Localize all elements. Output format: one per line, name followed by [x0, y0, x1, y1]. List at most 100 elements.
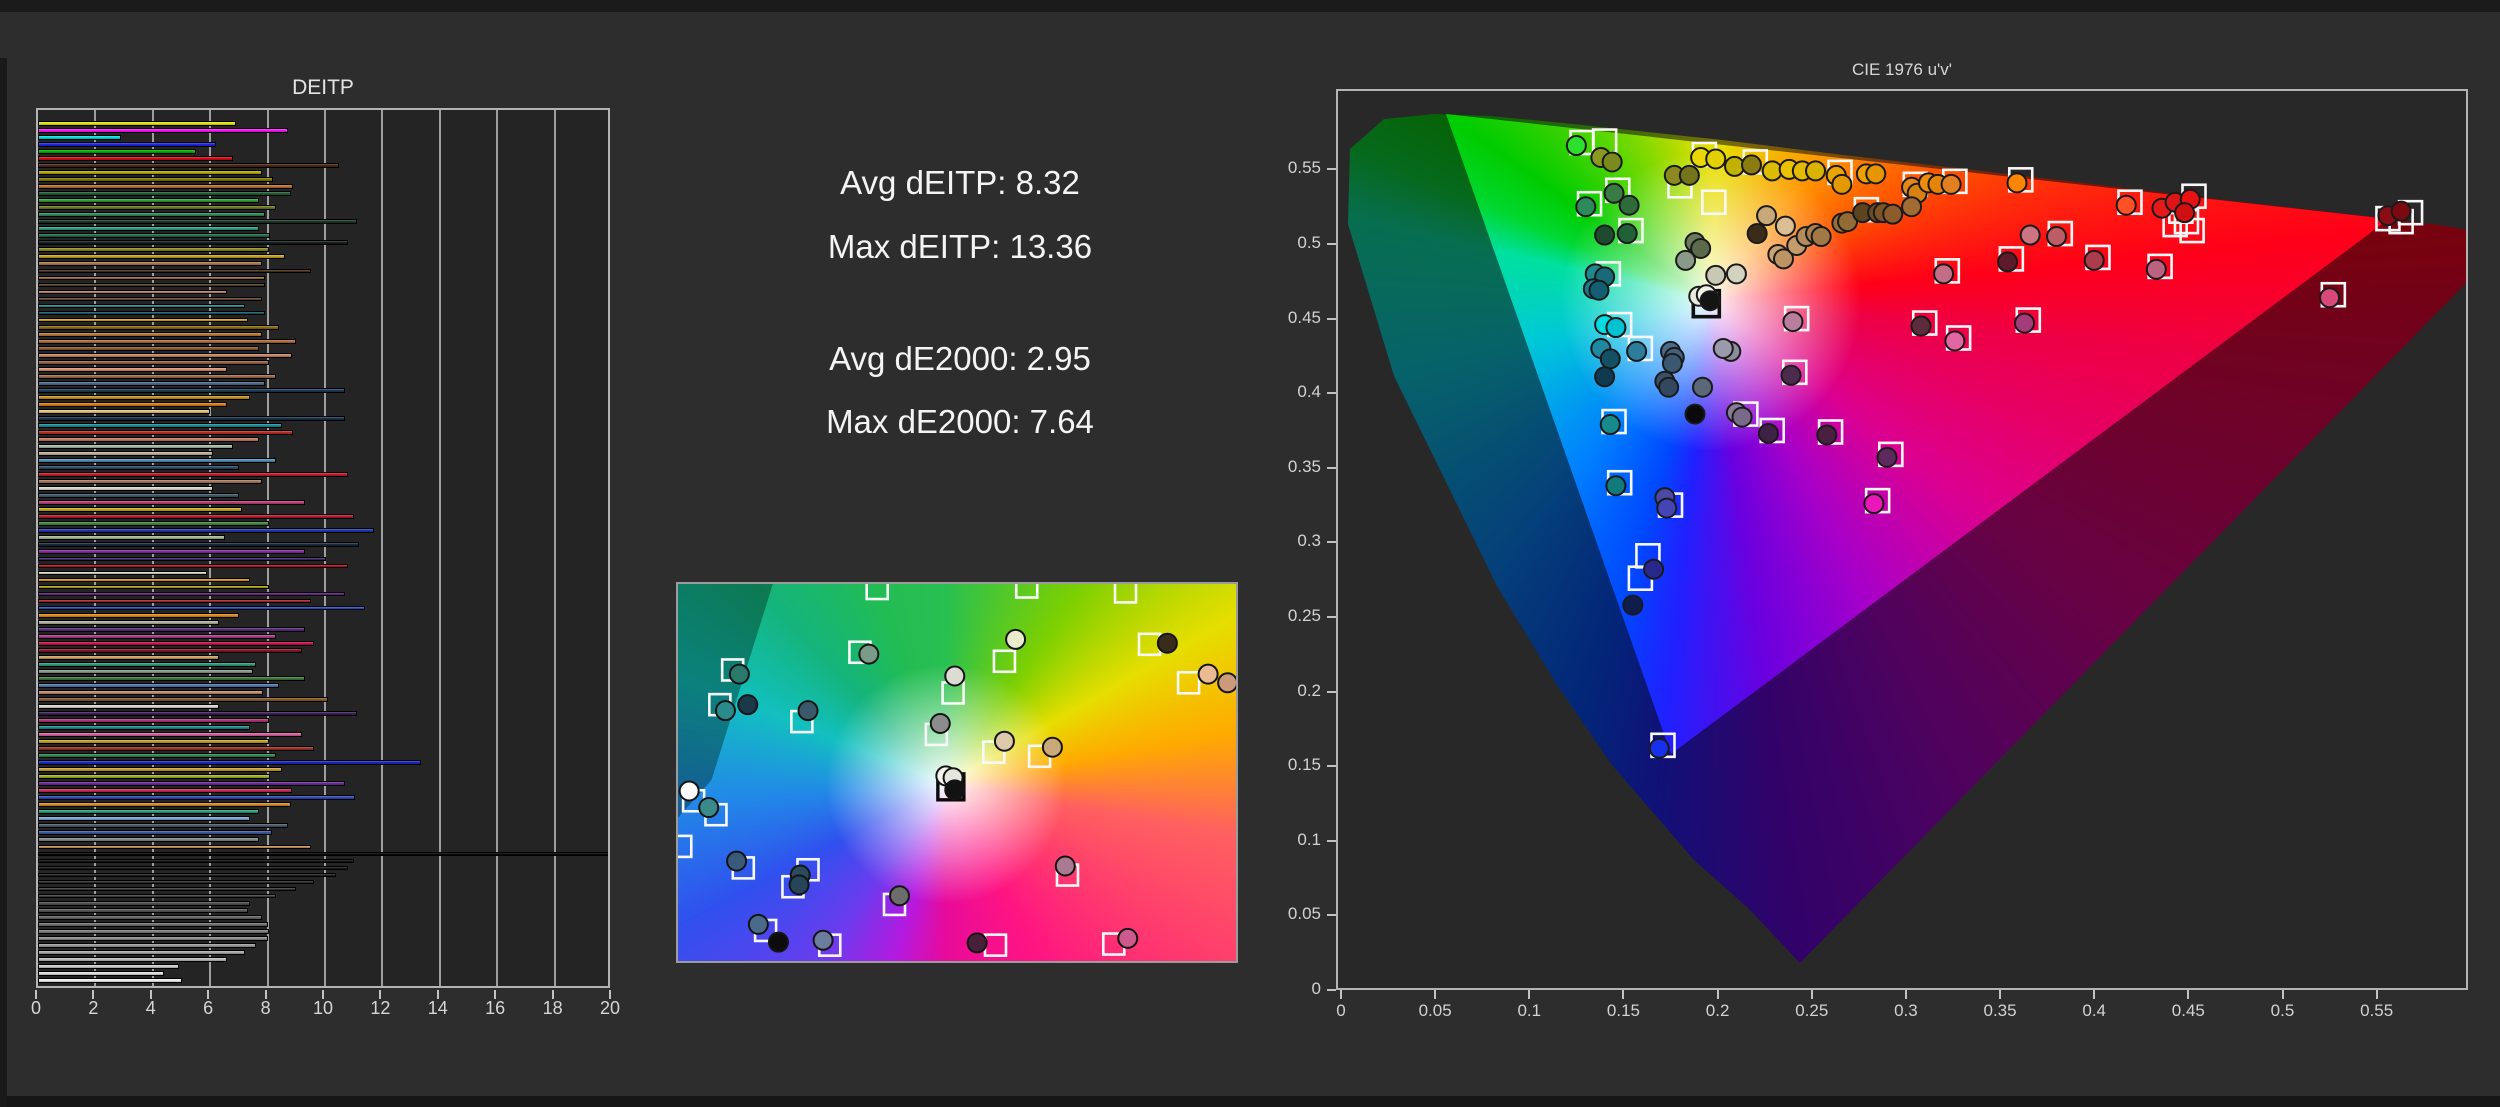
- measured-circle: [1831, 173, 1853, 195]
- target-square: [1176, 670, 1201, 695]
- measured-circle: [2083, 249, 2105, 271]
- x-axis-tick-label: 8: [260, 998, 271, 1018]
- measured-circle: [1837, 211, 1859, 233]
- cie-diagram: [1336, 89, 2468, 990]
- measured-circle: [812, 929, 834, 951]
- bottom-edge-strip: [0, 1096, 2500, 1107]
- y-axis-tick: [1327, 616, 1336, 618]
- x-axis-tick-label: 0.5: [2270, 1001, 2295, 1020]
- measured-circle: [1692, 376, 1714, 398]
- bar: [38, 156, 234, 161]
- measured-circle: [1816, 424, 1838, 446]
- x-axis-tick-label: 0.3: [1894, 1001, 1918, 1020]
- y-axis-tick: [1327, 914, 1336, 917]
- y-axis-tick: [1327, 765, 1336, 768]
- top-edge-strip: [0, 0, 2500, 12]
- grid-line: [496, 110, 499, 986]
- bar: [38, 753, 277, 758]
- bar: [38, 830, 272, 836]
- measured-circle: [1780, 364, 1802, 386]
- measured-circle: [767, 931, 789, 953]
- bar: [38, 310, 265, 316]
- measured-circle: [1756, 205, 1778, 227]
- stat-avg-de2000: Avg dE2000: 2.95: [829, 340, 1091, 377]
- measured-circle: [728, 663, 750, 685]
- bar: [38, 549, 305, 555]
- measured-circle: [1575, 196, 1597, 218]
- x-axis-tick: [207, 990, 210, 999]
- x-axis-tick: [1434, 990, 1437, 999]
- measured-circle: [1622, 594, 1644, 616]
- grid-line: [381, 110, 384, 986]
- x-axis-tick: [92, 990, 95, 999]
- bar: [38, 570, 208, 576]
- x-axis-tick: [2187, 990, 2190, 999]
- target-square: [678, 834, 693, 859]
- bar: [38, 647, 303, 653]
- measured-circle: [966, 932, 988, 954]
- x-axis-tick-label: 0.15: [1606, 1001, 1640, 1020]
- y-axis-tick-label: 0.2: [1297, 680, 1321, 700]
- bar: [38, 121, 237, 126]
- x-axis-tick: [2093, 990, 2096, 999]
- bar: [38, 626, 305, 632]
- measured-circle: [1865, 163, 1887, 185]
- bar: [38, 697, 328, 702]
- bar: [38, 746, 314, 751]
- measured-circle: [1605, 475, 1627, 497]
- bar: [38, 788, 292, 794]
- x-axis-tick: [379, 990, 382, 999]
- x-axis-tick: [1810, 990, 1813, 999]
- bar: [38, 521, 270, 527]
- measured-circle: [1588, 279, 1610, 301]
- stat-avg-deitp: Avg dEITP: 8.32: [840, 164, 1080, 201]
- bar: [38, 605, 366, 611]
- measured-circle: [1910, 315, 1932, 337]
- measured-circle: [1041, 736, 1063, 758]
- bar: [38, 142, 216, 147]
- measured-circle: [944, 779, 966, 801]
- gamut-plane-image: [676, 582, 1238, 963]
- bar: [38, 774, 271, 780]
- bar: [38, 359, 270, 365]
- bar: [38, 795, 356, 801]
- bar: [38, 507, 242, 513]
- x-axis-tick: [35, 990, 37, 999]
- bar: [38, 233, 271, 239]
- y-axis-tick-label: 0: [1311, 979, 1321, 998]
- measured-circle: [1594, 224, 1616, 246]
- measured-circle: [1712, 337, 1734, 359]
- y-axis-tick-label: 0.45: [1287, 307, 1321, 327]
- bar: [38, 640, 314, 646]
- bar: [38, 163, 340, 168]
- bar: [38, 247, 270, 253]
- y-axis-tick: [1327, 168, 1336, 171]
- bar: [38, 254, 285, 260]
- measured-circle: [1678, 164, 1700, 186]
- bar: [38, 296, 262, 302]
- x-axis-tick: [609, 990, 611, 999]
- bar: [38, 177, 274, 182]
- measured-circle: [1940, 173, 1962, 195]
- measured-circle: [1626, 340, 1648, 362]
- measured-circle: [1658, 376, 1680, 398]
- bar: [38, 837, 259, 843]
- bar: [38, 303, 245, 309]
- measured-circle: [1618, 194, 1640, 216]
- measured-circle: [993, 730, 1015, 752]
- measured-circle: [1594, 366, 1616, 388]
- bar: [38, 191, 291, 197]
- target-square: [1701, 189, 1727, 216]
- measured-circle: [1656, 497, 1678, 519]
- y-axis-tick: [1327, 839, 1336, 842]
- y-axis-tick: [1327, 243, 1336, 245]
- bar: [38, 942, 257, 948]
- x-axis-tick-label: 0.1: [1517, 1001, 1542, 1020]
- bar: [38, 584, 270, 590]
- x-axis-tick: [551, 990, 554, 999]
- x-axis-tick-label: 6: [203, 998, 214, 1018]
- bar: [38, 542, 360, 548]
- deitp-chart-title: DEITP: [292, 76, 354, 99]
- measured-circle: [797, 700, 819, 722]
- bar: [38, 907, 248, 913]
